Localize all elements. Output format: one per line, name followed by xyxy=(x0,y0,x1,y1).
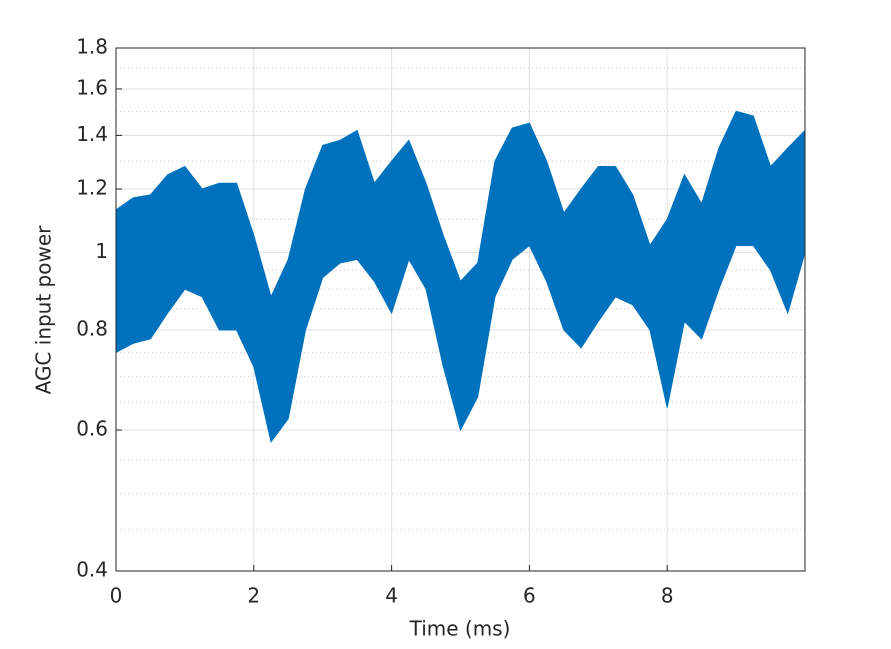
x-tick-label: 6 xyxy=(523,584,536,608)
x-tick-label: 0 xyxy=(110,584,123,608)
y-tick-label: 1.2 xyxy=(76,175,108,199)
x-tick-label: 4 xyxy=(385,584,398,608)
x-tick-label: 2 xyxy=(247,584,260,608)
axes-box xyxy=(115,47,806,572)
y-tick-label: 1.8 xyxy=(76,35,108,59)
x-tick-label: 8 xyxy=(661,584,674,608)
y-tick-label: 1.4 xyxy=(76,122,108,146)
y-axis-label: AGC input power xyxy=(32,225,56,395)
y-tick-label: 1.6 xyxy=(76,75,108,99)
y-tick-label: 1 xyxy=(95,239,108,263)
y-tick-label: 0.4 xyxy=(76,558,108,582)
x-axis-label: Time (ms) xyxy=(409,617,511,641)
y-tick-label: 0.8 xyxy=(76,316,108,340)
y-tick-label: 0.6 xyxy=(76,417,108,441)
